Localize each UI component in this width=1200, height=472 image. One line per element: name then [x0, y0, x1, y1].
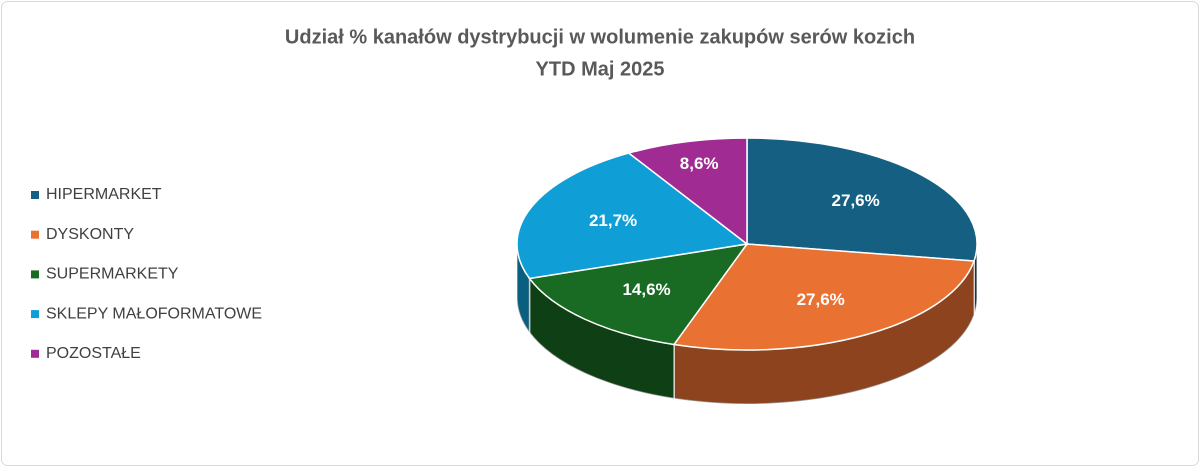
chart-subtitle: YTD Maj 2025 — [536, 58, 665, 80]
pie-side-shade — [529, 278, 674, 399]
pie-side-shade — [517, 244, 530, 333]
legend-label: DYSKONTY — [46, 226, 134, 243]
data-label: 21,7% — [589, 211, 637, 230]
data-label: 27,6% — [832, 191, 880, 210]
legend-swatch — [31, 230, 39, 239]
pie-slice — [627, 137, 748, 246]
legend-swatch — [31, 349, 39, 358]
pie-slice — [528, 242, 749, 346]
pie-side-shade — [673, 261, 975, 404]
legend-label: HIPERMARKET — [46, 186, 162, 203]
legend-label: SKLEPY MAŁOFORMATOWE — [46, 305, 262, 322]
legend-swatch — [31, 270, 39, 279]
legend-swatch — [31, 191, 39, 199]
pie-slice — [516, 152, 749, 280]
data-label: 14,6% — [622, 280, 670, 299]
legend-swatch — [31, 310, 39, 319]
legend-label: SUPERMARKETY — [46, 266, 179, 283]
pie-slice — [746, 137, 978, 262]
pie-slice — [672, 243, 976, 351]
legend-label: POZOSTAŁE — [46, 345, 141, 362]
chart-title: Udział % kanałów dystrybucji w wolumenie… — [285, 26, 915, 48]
data-label: 27,6% — [797, 290, 845, 309]
data-label: 8,6% — [680, 154, 719, 173]
